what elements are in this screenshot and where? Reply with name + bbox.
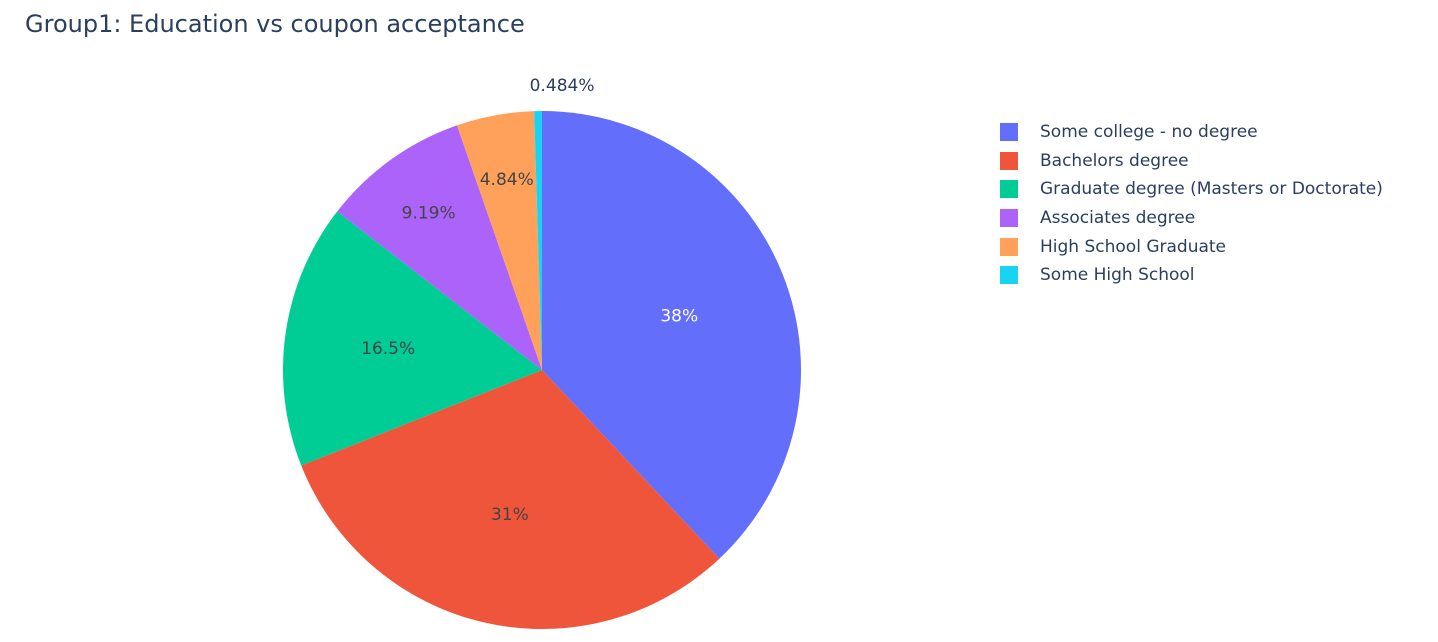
legend-swatch xyxy=(1000,266,1018,285)
pie-slice-label: 16.5% xyxy=(361,339,415,359)
legend-swatch xyxy=(1000,209,1018,228)
pie-slice[interactable] xyxy=(337,125,542,370)
legend-swatch xyxy=(1000,151,1018,170)
pie-slices xyxy=(283,111,801,629)
pie-slice[interactable] xyxy=(456,111,542,370)
pie-slice-label: 9.19% xyxy=(402,203,456,223)
legend-swatch xyxy=(1000,123,1018,142)
legend-label: High School Graduate xyxy=(1040,236,1227,257)
legend-item[interactable]: Associates degree xyxy=(1000,204,1430,233)
legend: Some college - no degree Bachelors degre… xyxy=(1000,118,1430,290)
legend-swatch xyxy=(1000,180,1018,199)
legend-label: Bachelors degree xyxy=(1040,150,1189,171)
pie-slice[interactable] xyxy=(542,111,801,559)
legend-label: Some college - no degree xyxy=(1040,122,1258,143)
pie-slice-label: 31% xyxy=(491,505,529,525)
legend-label: Some High School xyxy=(1040,265,1195,286)
legend-item[interactable]: Some High School xyxy=(1000,261,1430,290)
legend-swatch xyxy=(1000,237,1018,256)
pie-slice-label: 4.84% xyxy=(480,170,534,190)
legend-item[interactable]: Bachelors degree xyxy=(1000,147,1430,176)
legend-label: Graduate degree (Masters or Doctorate) xyxy=(1040,179,1383,200)
pie-slice[interactable] xyxy=(534,111,542,370)
pie-slice-label: 0.484% xyxy=(530,76,595,96)
legend-item[interactable]: Graduate degree (Masters or Doctorate) xyxy=(1000,175,1430,204)
pie-labels: 38% 31% 16.5% 9.19% 4.84% 0.484% xyxy=(361,76,698,525)
pie-slice[interactable] xyxy=(301,370,720,629)
pie-slice[interactable] xyxy=(283,211,542,466)
chart-title: Group1: Education vs coupon acceptance xyxy=(25,10,525,38)
legend-item[interactable]: Some college - no degree xyxy=(1000,118,1430,147)
legend-label: Associates degree xyxy=(1040,208,1196,229)
legend-item[interactable]: High School Graduate xyxy=(1000,232,1430,261)
pie-slice-label: 38% xyxy=(660,307,698,327)
